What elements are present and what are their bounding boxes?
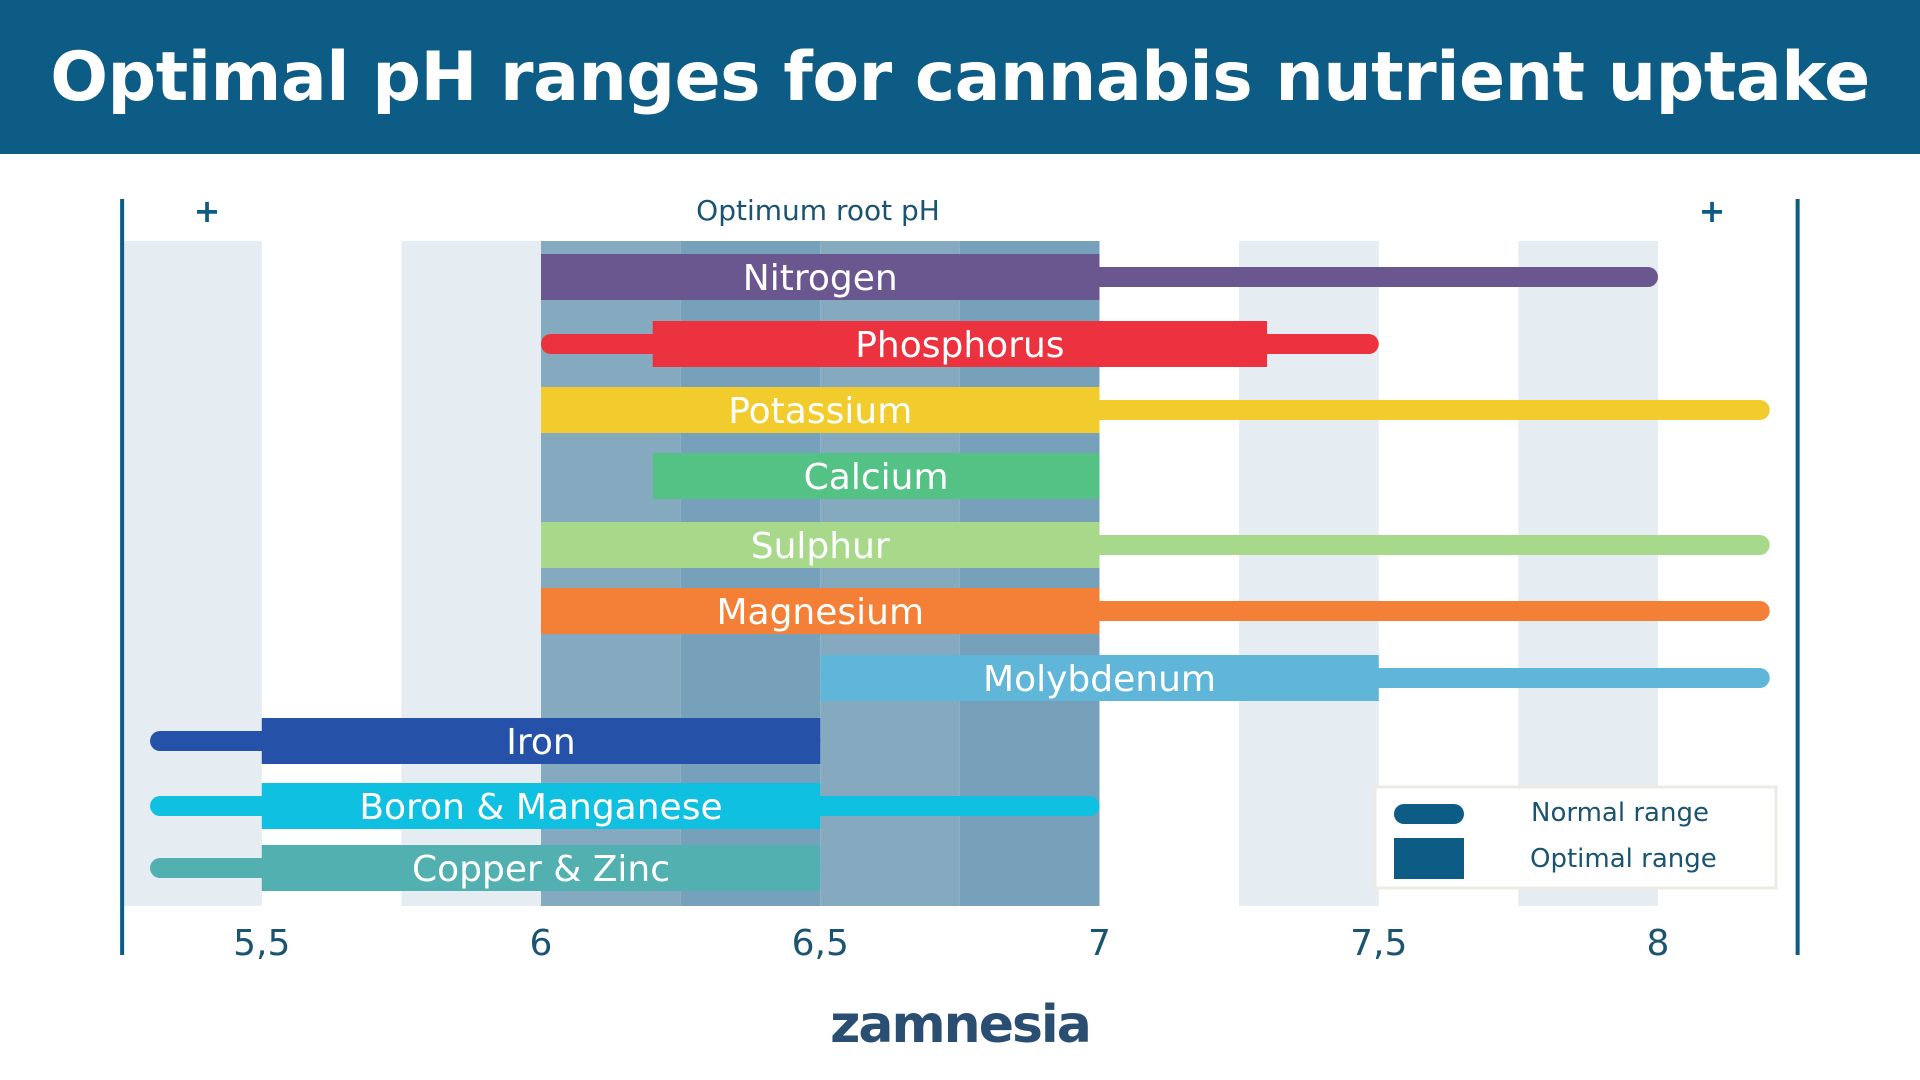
optimal-range-bar — [652, 321, 1268, 367]
optimal-range-bar — [541, 522, 1100, 568]
nutrient-label: Magnesium — [716, 592, 924, 633]
optimal-range-bar — [261, 845, 821, 891]
title-banner: Optimal pH ranges for cannabis nutrient … — [0, 0, 1920, 154]
left-axis-line — [120, 199, 125, 955]
x-tick-label: 7 — [1088, 923, 1111, 964]
right-axis-line — [1795, 199, 1800, 955]
legend-optimal-swatch — [1394, 838, 1464, 879]
nutrient-label: Phosphorus — [855, 325, 1064, 366]
optimal-range-bar — [261, 718, 821, 764]
plus-marker-left: + — [194, 192, 221, 230]
optimal-range-bar — [541, 254, 1100, 300]
optimal-range-bar — [261, 783, 821, 829]
background-band — [122, 241, 262, 906]
zamnesia-logo: zamnesia — [830, 995, 1092, 1055]
optimal-range-bar — [541, 387, 1100, 433]
nutrient-label: Copper & Zinc — [412, 849, 670, 890]
chart-title: Optimal pH ranges for cannabis nutrient … — [50, 37, 1870, 117]
x-tick-label: 7,5 — [1350, 923, 1407, 964]
optimal-range-bar — [820, 655, 1379, 701]
nutrient-label: Potassium — [728, 391, 912, 432]
optimum-root-ph-label: Optimum root pH — [696, 194, 940, 227]
nutrient-label: Molybdenum — [983, 659, 1216, 700]
plus-marker-right: + — [1699, 192, 1726, 230]
nutrient-label: Nitrogen — [743, 258, 898, 299]
nutrient-label: Sulphur — [751, 526, 890, 567]
nutrient-label: Iron — [506, 722, 575, 763]
legend-normal-swatch — [1394, 804, 1464, 824]
legend-optimal-label: Optimal range — [1530, 844, 1717, 874]
nutrient-label: Calcium — [804, 457, 949, 498]
nutrient-label: Boron & Manganese — [359, 787, 722, 828]
x-tick-label: 6 — [530, 923, 553, 964]
optimal-range-bar — [541, 588, 1100, 634]
x-tick-label: 5,5 — [233, 923, 290, 964]
legend-normal-label: Normal range — [1531, 798, 1709, 828]
optimal-range-bar — [652, 453, 1100, 499]
x-tick-label: 6,5 — [792, 923, 849, 964]
x-tick-label: 8 — [1647, 923, 1670, 964]
